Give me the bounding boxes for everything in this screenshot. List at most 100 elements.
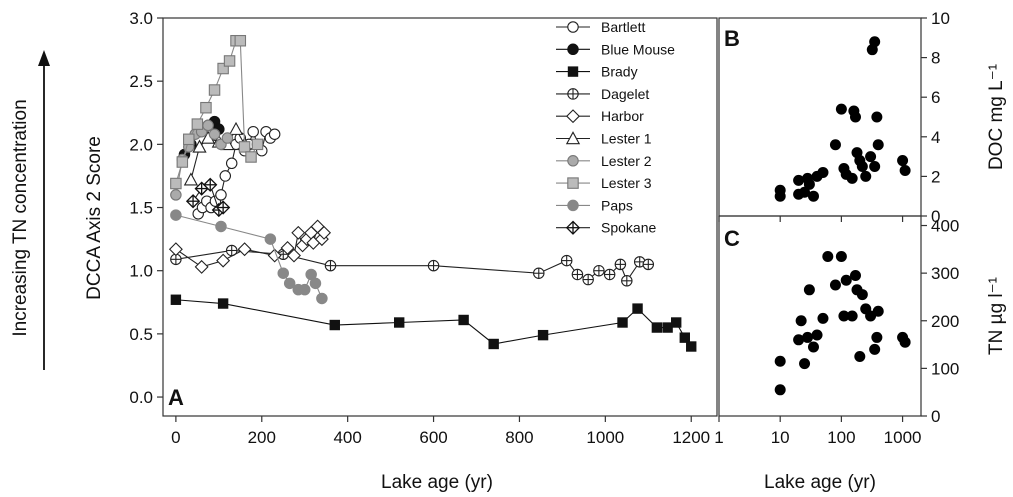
panel-c-y-ticks: 0 100 200 300 400 (921, 217, 959, 426)
data-point-spokane (216, 200, 231, 215)
legend-label: Dagelet (601, 86, 649, 102)
data-point-brady (394, 317, 405, 328)
panel-b-x-ticks (718, 216, 904, 222)
scatter-point (840, 274, 852, 286)
y-tick-label: 0 (931, 207, 940, 226)
data-point-harbor (280, 240, 295, 255)
legend-label: Spokane (601, 220, 656, 236)
series-harbor (168, 219, 332, 274)
series-brady (170, 294, 697, 352)
data-point-bartlett (225, 157, 238, 170)
panel-c-letter: C (724, 226, 740, 251)
series-dagelet (170, 244, 655, 287)
scatter-point (793, 334, 805, 346)
x-tick-label: 800 (505, 428, 533, 447)
scatter-point (835, 250, 847, 262)
data-point-brady (671, 317, 682, 328)
scatter-point (846, 310, 858, 322)
data-point-dagelet (324, 259, 337, 272)
scatter-point (774, 184, 786, 196)
scatter-point (807, 341, 819, 353)
y-tick-label: 4 (931, 128, 940, 147)
tn-arrow-head (38, 50, 50, 66)
scatter-point (846, 172, 858, 184)
legend-label: Lester 1 (601, 131, 652, 147)
series-line-lester-3 (175, 40, 258, 184)
y-tick-label: 2.0 (129, 135, 153, 154)
panel-a-frame (162, 17, 718, 417)
scatter-point (869, 343, 881, 355)
y-tick-label: 1.5 (129, 199, 153, 218)
data-point-lester-3 (191, 118, 204, 130)
panel-c-y-axis-label: TN µg l⁻¹ (986, 277, 1007, 355)
scatter-point (817, 166, 829, 178)
data-point-dagelet (560, 254, 573, 267)
scatter-point (803, 178, 815, 190)
scatter-point (856, 289, 868, 301)
data-point-brady (679, 332, 690, 343)
y-tick-label: 400 (931, 217, 959, 236)
x-tick-label: 200 (248, 428, 276, 447)
data-point-brady (217, 298, 229, 309)
y-tick-label: 0 (931, 407, 940, 426)
legend-label: Harbor (601, 108, 644, 124)
y-tick-label: 1.0 (129, 262, 153, 281)
legend-label: Lester 2 (601, 153, 652, 169)
scatter-point (849, 270, 861, 282)
data-point-dagelet (593, 264, 605, 277)
data-point-lester-3 (234, 34, 247, 47)
data-point-bartlett (219, 170, 232, 182)
panel-a-y-ticks: 0.0 0.5 1.0 1.5 2.0 2.5 3.0 (129, 9, 163, 407)
legend-item-bartlett: Bartlett (556, 19, 645, 35)
scatter-point (860, 170, 872, 182)
scatter-point (872, 305, 884, 317)
data-point-lester-3 (183, 133, 195, 146)
panel-a: 0.0 0.5 1.0 1.5 2.0 2.5 3.0 0 200 400 600 800 1000 1… (84, 9, 718, 493)
data-point-brady (651, 322, 663, 333)
series-line-brady (175, 299, 692, 347)
panel-c: 0 100 200 300 400 1 10 100 1000 TN µg l⁻¹ Lake … (714, 215, 1007, 493)
y-tick-label: 300 (931, 264, 959, 283)
data-point-dagelet (170, 253, 182, 266)
scatter-point (802, 331, 814, 343)
scatter-point (799, 358, 811, 370)
legend-item-blue-mouse: Blue Mouse (556, 41, 675, 57)
x-tick-label: 1000 (586, 428, 624, 447)
panel-a-y-axis-label: DCCA Axis 2 Score (84, 136, 105, 300)
x-tick-label: 0 (171, 428, 180, 447)
x-tick-label: 1200 (672, 428, 710, 447)
x-tick-label: 1 (714, 428, 723, 447)
x-tick-label: 400 (333, 428, 361, 447)
data-point-lester-3 (245, 151, 257, 163)
data-point-bartlett (268, 128, 281, 140)
scatter-point (865, 151, 877, 163)
data-point-paps (264, 233, 277, 245)
legend-item-brady: Brady (556, 64, 638, 80)
data-point-brady (662, 322, 673, 333)
panel-a-x-axis-label: Lake age (yr) (381, 472, 493, 493)
scatter-point (835, 103, 847, 115)
data-point-paps (283, 277, 296, 290)
scatter-point (849, 111, 861, 123)
data-point-dagelet (225, 244, 238, 257)
scatter-point (811, 329, 823, 341)
panel-c-x-axis-label: Lake age (yr) (764, 472, 876, 493)
data-point-lester-2 (202, 119, 214, 132)
legend-swatch-marker (567, 21, 579, 33)
series-spokane (185, 177, 231, 218)
data-point-paps (309, 277, 322, 290)
legend-swatch-marker (567, 88, 579, 100)
data-point-dagelet (603, 268, 616, 281)
data-point-lester-2 (170, 189, 182, 201)
scatter-point (871, 111, 883, 123)
data-point-dagelet (427, 259, 440, 272)
panel-b-frame (718, 17, 922, 217)
data-point-lester-3 (200, 101, 212, 114)
scatter-point (869, 36, 881, 48)
legend-swatch-marker (567, 177, 579, 189)
y-tick-label: 2 (931, 167, 940, 186)
data-point-dagelet (571, 268, 584, 281)
y-tick-label: 8 (931, 49, 940, 68)
scatter-point (822, 250, 834, 262)
